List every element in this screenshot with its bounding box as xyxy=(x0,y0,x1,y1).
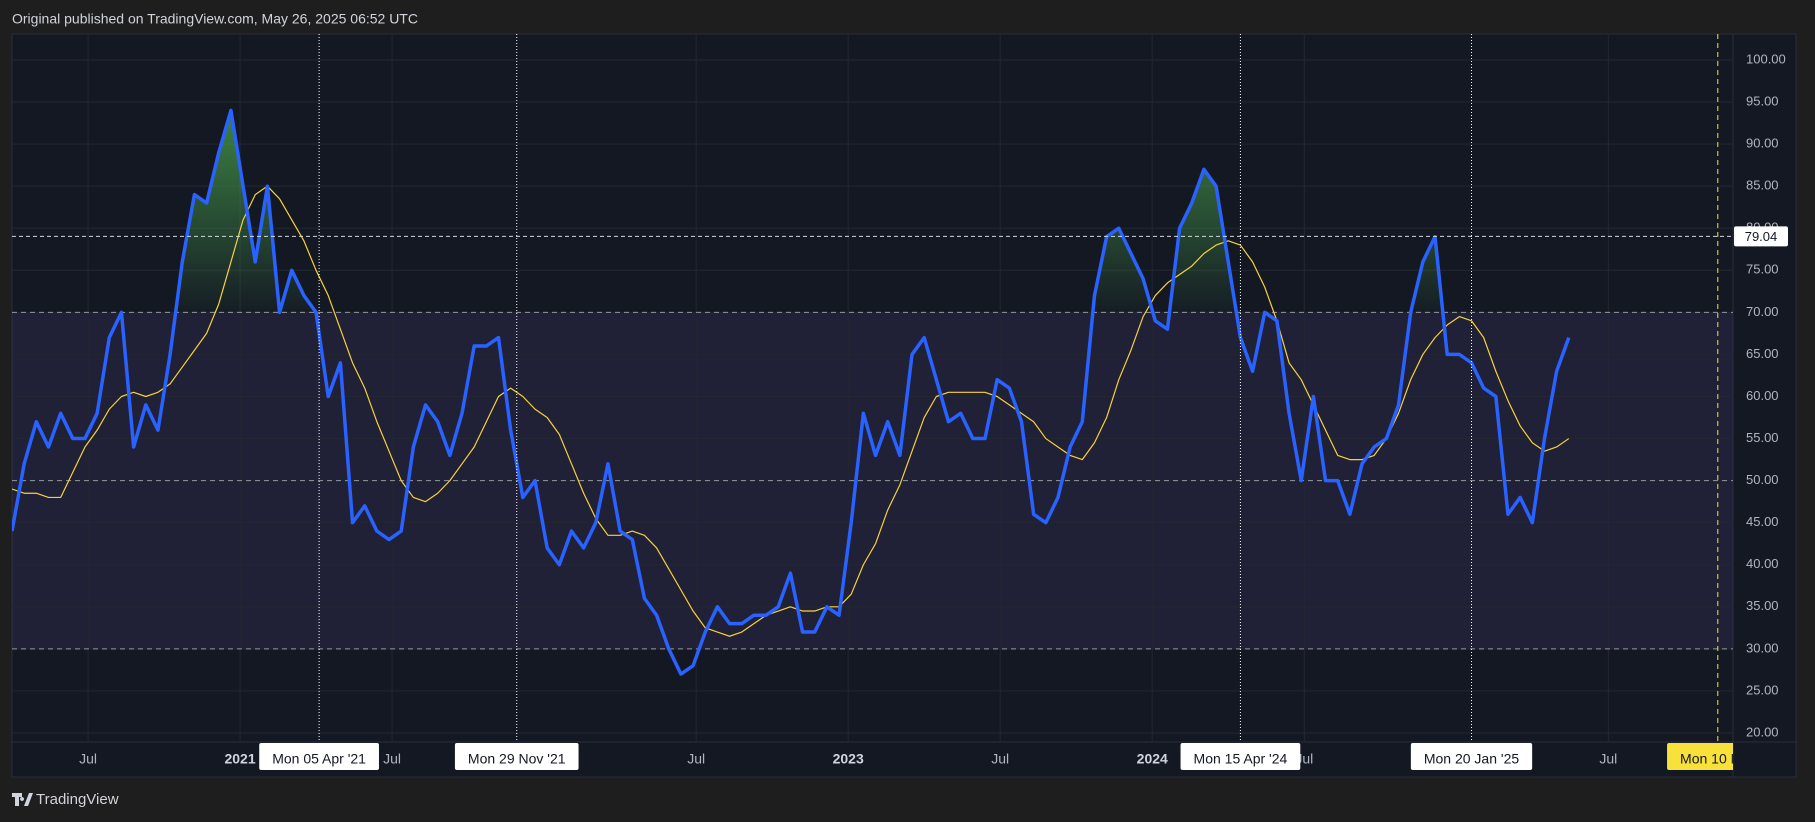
y-tick-label: 30.00 xyxy=(1746,640,1779,655)
marker-label: Mon 20 Jan '25 xyxy=(1424,751,1520,767)
marker-label: Mon 29 Nov '21 xyxy=(468,751,566,767)
crosshair-label-box xyxy=(1734,226,1788,247)
plot-area xyxy=(12,34,1733,742)
marker-label-box xyxy=(454,743,579,770)
y-tick-label: 65.00 xyxy=(1746,346,1779,361)
crosshair-label: 79.04 xyxy=(1745,229,1778,244)
x-tick-label: Jul xyxy=(383,751,401,767)
brand-logo xyxy=(12,793,33,806)
y-tick-label: 90.00 xyxy=(1746,136,1779,151)
marker-label-box xyxy=(1667,743,1733,770)
brand-name: TradingView xyxy=(36,791,119,808)
y-tick-label: 100.00 xyxy=(1746,51,1786,66)
chart-frame xyxy=(11,33,1797,778)
x-tick-label: 2021 xyxy=(224,751,255,767)
y-tick-label: 40.00 xyxy=(1746,556,1779,571)
y-tick-label: 85.00 xyxy=(1746,178,1779,193)
marker-label: Mon 05 Apr '21 xyxy=(272,751,366,767)
x-tick-label: 2023 xyxy=(833,751,864,767)
x-tick-label: Jul xyxy=(1599,751,1617,767)
marker-label-box xyxy=(1410,743,1533,770)
series-line xyxy=(12,108,1571,676)
y-tick-label: 60.00 xyxy=(1746,388,1779,403)
y-tick-label: 35.00 xyxy=(1746,598,1779,613)
x-tick-label: Jul xyxy=(79,751,97,767)
series-line xyxy=(12,185,1570,637)
y-tick-label: 55.00 xyxy=(1746,430,1779,445)
y-tick-label: 95.00 xyxy=(1746,93,1779,108)
x-tick-label: Jul xyxy=(687,751,705,767)
marker-label: Mon 15 Apr '24 xyxy=(1194,751,1288,767)
brand: TradingView xyxy=(12,791,119,808)
x-tick-label: 2024 xyxy=(1137,751,1168,767)
x-tick-label: Jul xyxy=(991,751,1009,767)
x-axis-markers: Mon 05 Apr '21 Mon 29 Nov '21 Mon 15 Apr '… xyxy=(259,743,1755,770)
y-tick-label: 75.00 xyxy=(1746,262,1779,277)
y-tick-label: 50.00 xyxy=(1746,472,1779,487)
overbought-fill xyxy=(12,110,1569,313)
marker-label: Mon 10 Nov xyxy=(1680,751,1755,767)
y-tick-label: 70.00 xyxy=(1746,304,1779,319)
marker-label-box xyxy=(1180,743,1301,770)
y-tick-label: 20.00 xyxy=(1746,724,1779,739)
marker-label-box xyxy=(259,743,379,770)
y-tick-label: 45.00 xyxy=(1746,514,1779,529)
published-note: Original published on TradingView.com, M… xyxy=(12,11,418,27)
y-tick-label: 25.00 xyxy=(1746,682,1779,697)
